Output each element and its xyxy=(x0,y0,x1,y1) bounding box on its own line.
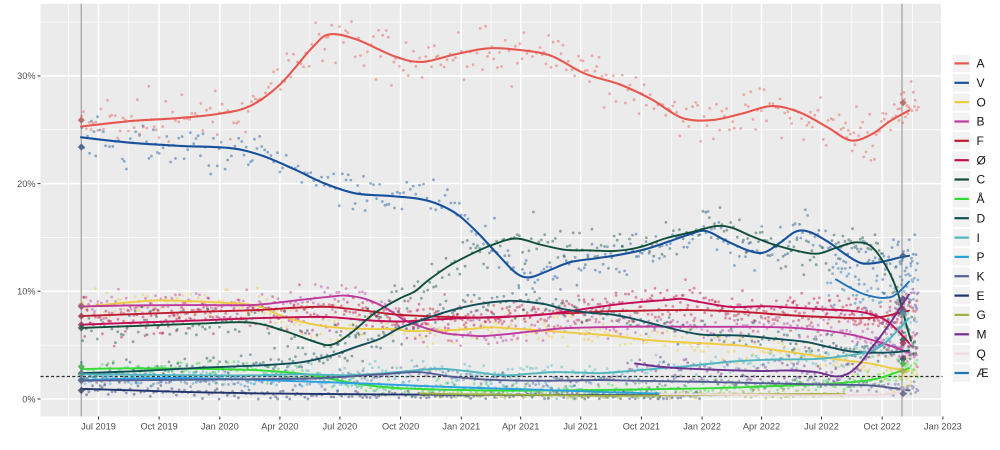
svg-text:Æ: Æ xyxy=(977,366,989,380)
svg-text:Jan 2022: Jan 2022 xyxy=(683,422,721,432)
svg-text:Jan 2020: Jan 2020 xyxy=(201,422,239,432)
svg-text:V: V xyxy=(977,76,985,90)
svg-text:20%: 20% xyxy=(17,179,35,189)
svg-text:F: F xyxy=(977,134,984,148)
svg-text:A: A xyxy=(977,57,985,71)
svg-text:Ø: Ø xyxy=(977,153,986,167)
svg-text:Q: Q xyxy=(977,347,986,361)
svg-text:0%: 0% xyxy=(22,394,35,404)
svg-text:Jul 2021: Jul 2021 xyxy=(563,422,598,432)
svg-text:Apr 2020: Apr 2020 xyxy=(261,422,298,432)
svg-text:K: K xyxy=(977,269,985,283)
svg-text:Jul 2020: Jul 2020 xyxy=(323,422,358,432)
svg-text:O: O xyxy=(977,95,986,109)
svg-text:Oct 2019: Oct 2019 xyxy=(140,422,177,432)
svg-text:Jan 2021: Jan 2021 xyxy=(442,422,480,432)
svg-text:G: G xyxy=(977,308,986,322)
svg-text:P: P xyxy=(977,250,985,264)
svg-text:Å: Å xyxy=(977,191,985,206)
svg-text:D: D xyxy=(977,211,986,225)
svg-text:Oct 2020: Oct 2020 xyxy=(382,422,419,432)
svg-text:Oct 2022: Oct 2022 xyxy=(864,422,901,432)
svg-text:C: C xyxy=(977,173,986,187)
svg-text:Jul 2022: Jul 2022 xyxy=(804,422,839,432)
svg-text:Jul 2019: Jul 2019 xyxy=(81,422,116,432)
svg-text:Oct 2021: Oct 2021 xyxy=(623,422,660,432)
svg-text:B: B xyxy=(977,115,985,129)
svg-text:E: E xyxy=(977,289,985,303)
svg-text:Apr 2021: Apr 2021 xyxy=(502,422,539,432)
svg-text:M: M xyxy=(977,328,987,342)
svg-text:I: I xyxy=(977,231,980,245)
svg-text:Jan 2023: Jan 2023 xyxy=(924,422,962,432)
svg-text:Apr 2022: Apr 2022 xyxy=(743,422,780,432)
svg-text:30%: 30% xyxy=(17,71,35,81)
svg-text:10%: 10% xyxy=(17,287,35,297)
